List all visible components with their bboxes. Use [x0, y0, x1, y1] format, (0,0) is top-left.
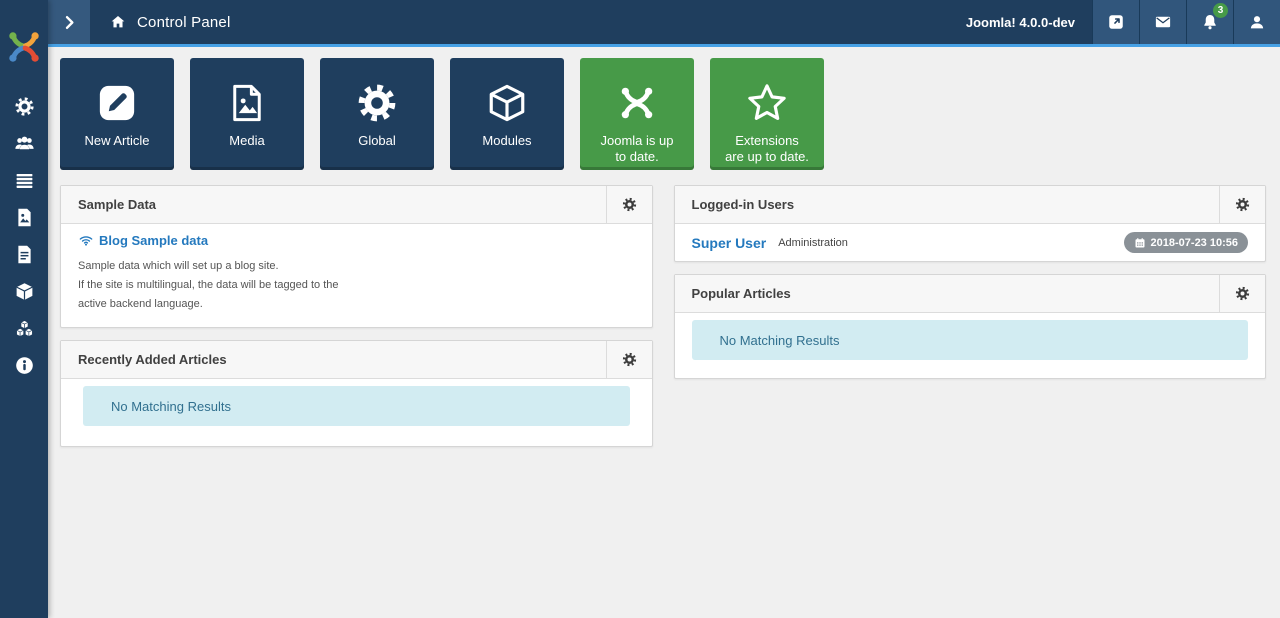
- wifi-icon: [79, 236, 93, 246]
- sidebar-item-media[interactable]: [0, 199, 48, 236]
- panel-header: Popular Articles: [674, 275, 1265, 313]
- tile-new-article[interactable]: New Article: [60, 58, 174, 170]
- sidebar-item-help[interactable]: [0, 347, 48, 384]
- gear-icon: [622, 352, 636, 367]
- document-icon: [17, 245, 31, 264]
- user-icon: [1250, 16, 1264, 29]
- sidebar-item-users[interactable]: [0, 125, 48, 162]
- sidebar-item-content[interactable]: [0, 236, 48, 273]
- user-menu-button[interactable]: [1233, 0, 1280, 44]
- tile-label: Joomla is up to date.: [600, 133, 674, 164]
- home-icon[interactable]: [110, 14, 126, 30]
- envelope-icon: [1155, 16, 1171, 28]
- quick-action-tiles: New Article Media Global: [60, 58, 1266, 170]
- panel-options-button[interactable]: [605, 186, 652, 223]
- left-column: Sample Data: [60, 185, 653, 447]
- sample-data-description: Sample data which will set up a blog sit…: [78, 260, 339, 310]
- page-title: Control Panel: [137, 13, 231, 31]
- panel-sample-data: Sample Data: [60, 185, 653, 328]
- users-icon: [14, 136, 34, 150]
- panel-logged-in-users: Logged-in Users Super User Administratio…: [673, 185, 1266, 262]
- accent-line: [48, 44, 1280, 47]
- new-article-icon: [60, 58, 174, 124]
- login-time: 2018-07-23 10:56: [1150, 236, 1238, 249]
- tile-joomla-up-to-date[interactable]: Joomla is up to date.: [580, 58, 694, 170]
- tile-label: Media: [229, 133, 265, 148]
- panel-header: Recently Added Articles: [61, 341, 652, 379]
- tile-label: New Article: [84, 133, 150, 148]
- gear-icon: [1235, 197, 1250, 212]
- gear-icon: [320, 58, 434, 124]
- calendar-icon: [1135, 237, 1145, 247]
- panel-recently-added-articles: Recently Added Articles No Matching Resu…: [60, 340, 653, 447]
- cube-icon: [15, 283, 33, 300]
- info-icon: [15, 357, 33, 374]
- panel-popular-articles: Popular Articles No Matching Results: [673, 274, 1266, 379]
- media-page-icon: [17, 208, 31, 227]
- logged-in-user-row: Super User Administration 2018-0: [675, 224, 1266, 261]
- bell-icon: [1204, 14, 1216, 30]
- sidebar: [0, 0, 48, 618]
- tile-media[interactable]: Media: [190, 58, 304, 170]
- chevron-right-icon: [65, 15, 74, 29]
- sidebar-item-extensions[interactable]: [0, 310, 48, 347]
- preview-site-button[interactable]: [1092, 0, 1139, 44]
- joomla-version: Joomla! 4.0.0-dev: [965, 14, 1075, 30]
- panel-header: Logged-in Users: [674, 186, 1265, 224]
- sidebar-item-components[interactable]: [0, 273, 48, 310]
- sidebar-item-system[interactable]: [0, 88, 48, 125]
- sidebar-item-menus[interactable]: [0, 162, 48, 199]
- sidebar-nav: [0, 88, 48, 384]
- sidebar-toggle-button[interactable]: [48, 0, 90, 44]
- preview-site-icon: [1109, 15, 1123, 29]
- tile-extensions-up-to-date[interactable]: Extensions are up to date.: [710, 58, 824, 170]
- joomla-icon: [580, 58, 694, 124]
- messages-button[interactable]: [1139, 0, 1186, 44]
- user-link[interactable]: Super User: [691, 234, 767, 251]
- menu-list-icon: [16, 174, 32, 188]
- media-file-icon: [190, 58, 304, 124]
- tile-label: Extensions are up to date.: [725, 133, 809, 164]
- panel-options-button[interactable]: [1219, 186, 1265, 223]
- login-time-badge: 2018-07-23 10:56: [1123, 232, 1248, 253]
- tile-global[interactable]: Global: [320, 58, 434, 170]
- notifications-button[interactable]: 3: [1186, 0, 1233, 44]
- star-icon: [710, 58, 824, 124]
- panel-title: Popular Articles: [691, 286, 791, 301]
- panel-title: Recently Added Articles: [78, 352, 227, 367]
- blog-sample-data-label: Blog Sample data: [99, 232, 209, 248]
- main-content: New Article Media Global: [48, 47, 1280, 618]
- topbar: Control Panel Joomla! 4.0.0-dev 3: [48, 0, 1280, 44]
- panel-body: No Matching Results: [675, 313, 1266, 378]
- tile-label: Global: [358, 133, 396, 148]
- dashboard-columns: Sample Data: [60, 185, 1266, 447]
- cube-icon: [450, 58, 564, 124]
- panel-title: Logged-in Users: [691, 197, 795, 212]
- gear-icon: [14, 97, 34, 116]
- panel-title: Sample Data: [78, 197, 157, 212]
- tile-modules[interactable]: Modules: [450, 58, 564, 170]
- panel-body: Blog Sample data Sample data which will …: [61, 224, 652, 327]
- blog-sample-data-link[interactable]: Blog Sample data: [78, 232, 208, 248]
- topbar-actions: Joomla! 4.0.0-dev 3: [966, 0, 1280, 44]
- gear-icon: [1235, 286, 1250, 301]
- topbar-heading: Control Panel: [110, 0, 231, 44]
- panel-header: Sample Data: [61, 186, 652, 224]
- gear-icon: [622, 197, 636, 212]
- notification-count-badge: 3: [1213, 3, 1228, 18]
- no-results-alert: No Matching Results: [83, 386, 630, 426]
- joomla-logo: [9, 32, 39, 62]
- tile-label: Modules: [482, 133, 532, 148]
- panel-options-button[interactable]: [605, 341, 652, 378]
- cubes-icon: [15, 320, 33, 337]
- panel-body: No Matching Results: [61, 379, 652, 446]
- right-column: Logged-in Users Super User Administratio…: [673, 185, 1266, 379]
- no-results-alert: No Matching Results: [691, 320, 1248, 360]
- panel-options-button[interactable]: [1219, 275, 1265, 312]
- user-role: Administration: [778, 236, 848, 249]
